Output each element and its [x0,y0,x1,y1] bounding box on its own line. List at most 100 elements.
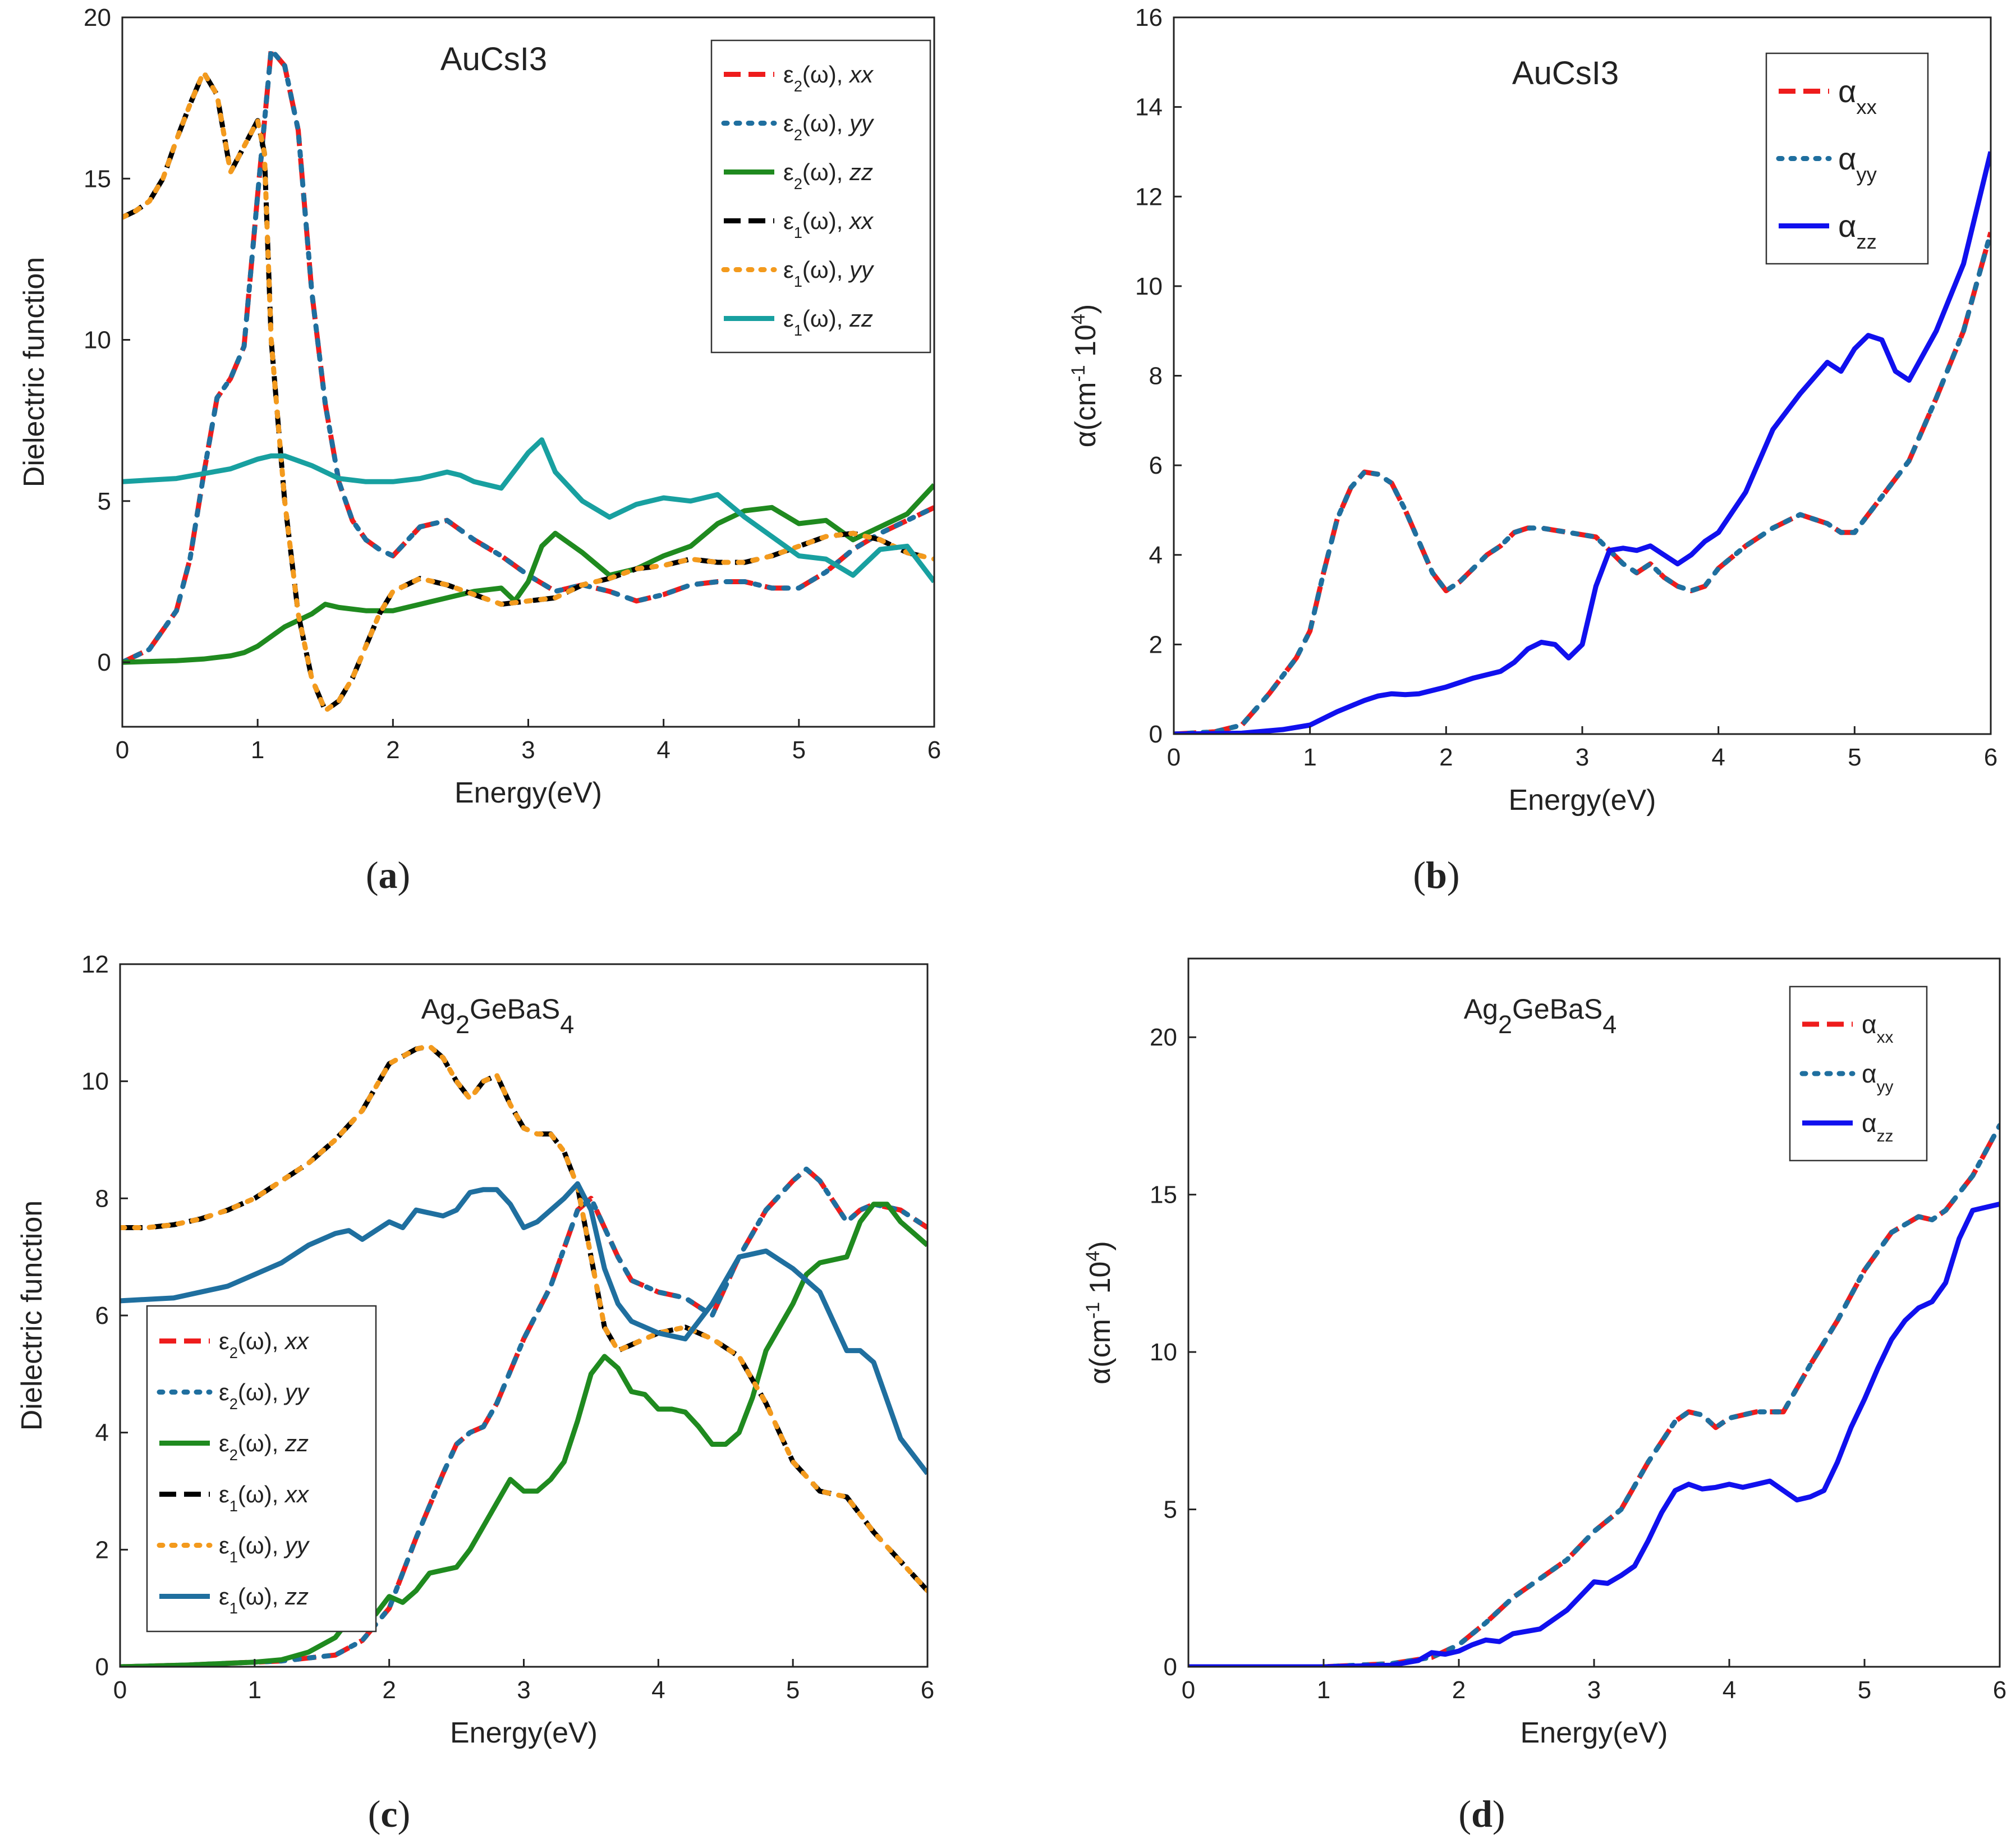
legend-label: αxx [1862,1010,1894,1047]
y-tick-label: 10 [81,1068,109,1095]
y-tick-label: 10 [1135,273,1163,300]
panel-label: (c) [368,1792,411,1835]
legend-label: αyy [1862,1059,1894,1096]
legend-box [710,39,931,354]
series-line-5 [120,1043,927,1593]
series-line-5 [122,70,934,713]
legend-label: ε2(ω), xx [783,61,874,95]
y-tick-label: 8 [1149,363,1163,390]
series-line-6 [120,1181,927,1475]
y-tick-label: 2 [1149,631,1163,658]
y-tick-label: 5 [1164,1496,1177,1524]
x-tick-label: 1 [251,736,264,764]
legend-label: ε2(ω), zz [219,1430,309,1464]
y-tick-label: 15 [84,165,111,192]
x-tick-label: 4 [1723,1676,1736,1704]
y-tick-label: 6 [1149,452,1163,479]
x-tick-label: 2 [1452,1676,1466,1704]
x-tick-label: 6 [927,736,941,764]
series-line-2 [1174,230,1991,734]
x-axis-label: Energy(eV) [450,1717,598,1749]
y-tick-label: 12 [1135,183,1163,210]
panel-label: (b) [1413,854,1459,896]
series-line-3 [1174,151,1991,734]
series-line-3 [120,1202,927,1667]
legend-label: ε2(ω), yy [783,110,875,144]
plot-area [122,47,934,713]
x-tick-label: 1 [1317,1676,1330,1704]
y-tick-label: 5 [98,488,111,515]
x-tick-label: 1 [1303,744,1316,771]
x-tick-label: 1 [248,1676,261,1704]
x-tick-label: 3 [1576,744,1589,771]
x-axis-label: Energy(eV) [1509,784,1656,817]
chart-panel-d: 0 1 2 3 4 5 6 0 5 10 15 20 Energy(eV) α(cm-1 104) Ag2G… [1082,957,2006,1835]
legend-label: ε1(ω), zz [783,305,873,339]
legend: ε2(ω), xx ε2(ω), yy ε2(ω), zz ε1(ω), xx ε1(ω… [146,1305,377,1633]
series-line-6 [122,437,934,584]
y-tick-label: 6 [95,1302,109,1329]
plot-area [120,1043,927,1667]
legend-label: αzz [1838,208,1877,253]
x-tick-label: 2 [1439,744,1453,771]
series-line-2 [120,1166,927,1667]
legend: ε2(ω), xx ε2(ω), yy ε2(ω), zz ε1(ω), xx ε1(ω… [710,39,931,354]
x-tick-label: 2 [386,736,399,764]
legend-box [146,1305,377,1633]
legend: αxx αyy αzz [1789,985,1928,1162]
x-tick-label: 4 [656,736,670,764]
chart-panel-a: 0 1 2 3 4 5 6 0 5 10 15 20 Energy(eV) Dielectric func… [18,4,941,896]
y-tick-label: 10 [84,327,111,354]
x-tick-label: 5 [792,736,806,764]
legend-label: ε1(ω), zz [219,1583,309,1617]
y-tick-label: 20 [1150,1024,1177,1051]
x-axis-label: Energy(eV) [1521,1717,1668,1749]
y-axis-label: α(cm-1 104) [1082,1241,1117,1384]
series-line-3 [1188,1202,2000,1667]
y-tick-label: 14 [1135,94,1163,121]
y-tick-label: 10 [1150,1338,1177,1366]
panel-label: (a) [366,854,410,896]
plot-area [1188,1122,2000,1667]
y-tick-label: 20 [84,4,111,31]
legend-label: ε1(ω), yy [219,1532,310,1566]
legend-label: αzz [1862,1108,1893,1145]
y-tick-label: 0 [1149,721,1163,748]
y-axis-label: Dielectric function [16,1200,48,1431]
series-line-3 [122,483,934,665]
series-line-2 [1188,1122,2000,1667]
legend-box [1789,985,1928,1162]
x-tick-label: 6 [921,1676,934,1704]
x-tick-label: 6 [1993,1676,2006,1704]
x-tick-label: 4 [651,1676,665,1704]
y-tick-label: 4 [1149,542,1163,569]
x-tick-label: 3 [521,736,535,764]
legend-label: ε1(ω), xx [783,208,874,241]
x-tick-label: 5 [786,1676,800,1704]
x-tick-label: 0 [1167,744,1181,771]
y-tick-label: 0 [1164,1653,1177,1681]
chart-title: Ag2GeBaS4 [1464,993,1617,1039]
y-tick-label: 12 [81,951,109,978]
x-tick-label: 3 [517,1676,530,1704]
y-tick-label: 2 [95,1536,109,1564]
y-tick-label: 8 [95,1185,109,1212]
y-axis-label: Dielectric function [18,257,50,487]
x-tick-label: 0 [113,1676,127,1704]
legend-label: ε2(ω), xx [219,1328,310,1361]
chart-title: Ag2GeBaS4 [421,993,574,1039]
x-tick-label: 4 [1711,744,1725,771]
x-tick-label: 6 [1984,744,1997,771]
panel-label: (d) [1458,1792,1505,1835]
legend-label: ε1(ω), yy [783,256,875,290]
legend-label: ε2(ω), yy [219,1379,310,1413]
legend-label: αyy [1838,141,1877,186]
series-line-1 [1188,1124,2000,1667]
x-tick-label: 0 [1182,1676,1195,1704]
legend-label: ε2(ω), zz [783,159,873,192]
y-tick-label: 4 [95,1419,109,1447]
legend-label: ε1(ω), xx [219,1481,310,1515]
